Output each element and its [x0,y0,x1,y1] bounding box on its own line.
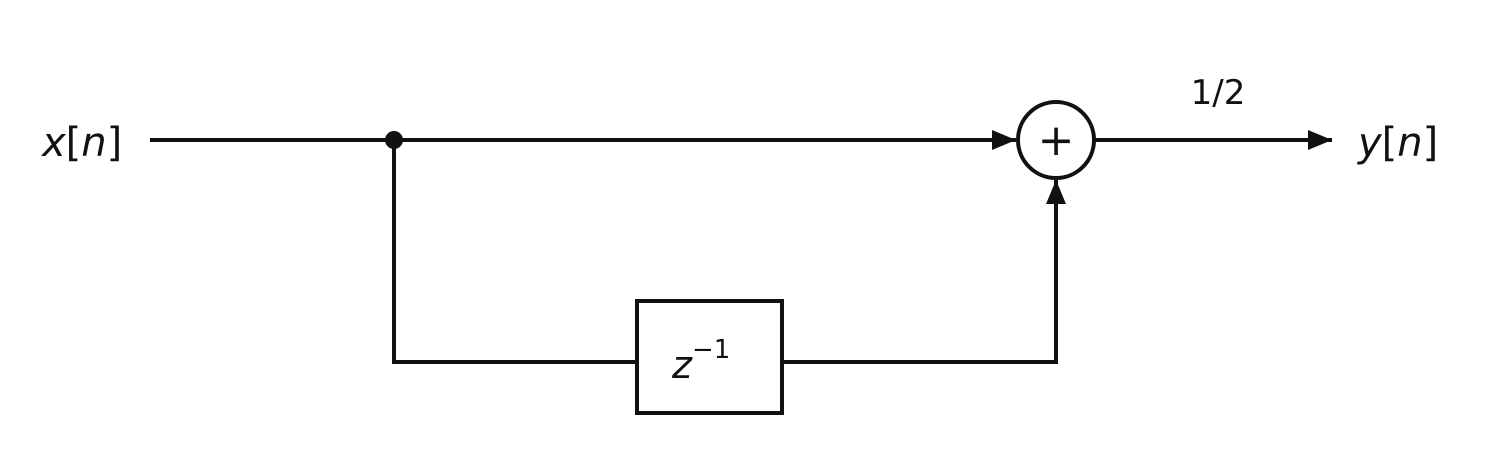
delay-path-input-wire [392,140,637,364]
output-label-close-bracket: ] [1423,120,1439,166]
gain-label: 1/2 [1191,73,1246,113]
input-label-var: x [40,120,66,166]
delay-exponent: −1 [692,335,730,365]
input-label: x[n] [40,120,122,166]
output-label-var: y [1357,120,1383,166]
adder-symbol: + [1038,115,1075,166]
delay-base: z [671,343,693,387]
input-label-index: n [81,120,106,166]
input-label-close-bracket: ] [107,120,123,166]
output-label-open-bracket: [ [1382,120,1398,166]
delay-path-output-wire [782,180,1066,364]
delay-block-label: z−1 [671,335,730,387]
output-label-index: n [1397,120,1422,166]
input-label-open-bracket: [ [66,120,82,166]
delay-block [635,299,784,415]
output-label: y[n] [1357,120,1438,166]
